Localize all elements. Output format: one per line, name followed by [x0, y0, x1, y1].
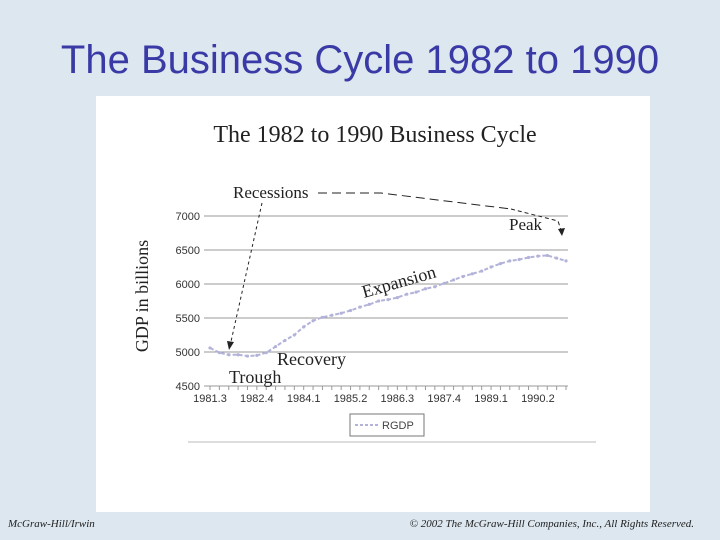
data-point	[555, 256, 559, 260]
axes: 4500 5000 5500 6000 6500 7000 1981.3 1982.4 1984…	[176, 211, 596, 443]
chart-panel: The 1982 to 1990 Business Cycle GDP in b…	[96, 96, 650, 512]
data-point	[273, 344, 278, 349]
data-point	[405, 292, 409, 296]
data-point	[311, 319, 315, 323]
data-point	[208, 346, 212, 350]
y-tick-label: 6500	[176, 245, 200, 257]
data-point	[498, 262, 503, 266]
data-point	[414, 290, 418, 294]
data-point	[367, 302, 371, 306]
legend-label-rgdp: RGDP	[382, 420, 414, 432]
data-point	[330, 313, 334, 317]
series-line-rgdp	[209, 254, 567, 358]
data-point	[386, 298, 390, 302]
annotation-recovery: Recovery	[277, 349, 346, 369]
chart-title: The 1982 to 1990 Business Cycle	[213, 122, 536, 148]
y-tick-label: 4500	[176, 381, 200, 393]
x-tick-label: 1987.4	[427, 393, 461, 405]
y-axis-label: GDP in billions	[132, 240, 152, 352]
data-point	[526, 255, 531, 260]
data-point	[451, 278, 456, 282]
data-point	[320, 315, 325, 319]
x-tick-label: 1989.1	[474, 393, 508, 405]
x-tick-label: 1984.1	[287, 393, 321, 405]
grid-lines	[204, 215, 568, 353]
data-point	[536, 254, 540, 258]
data-point	[236, 353, 240, 357]
data-point	[227, 353, 231, 357]
y-tick-label: 7000	[176, 211, 200, 223]
recessions-dashed-line	[318, 192, 512, 210]
data-point	[395, 296, 399, 300]
x-tick-label: 1982.4	[240, 393, 274, 405]
data-point	[489, 265, 493, 269]
data-point	[423, 287, 428, 291]
y-tick-label: 5500	[176, 313, 200, 325]
peak-arrowhead	[558, 228, 565, 236]
data-point	[442, 281, 446, 285]
data-point	[245, 354, 250, 358]
business-cycle-chart: The 1982 to 1990 Business Cycle GDP in b…	[132, 122, 596, 443]
data-point	[264, 351, 268, 355]
data-point	[461, 274, 465, 279]
data-point	[433, 285, 437, 289]
trough-dashed-arrow	[229, 202, 263, 347]
annotation-trough: Trough	[229, 367, 281, 387]
annotation-recessions: Recessions	[233, 183, 309, 202]
data-point	[217, 351, 221, 355]
legend-box	[349, 413, 425, 437]
data-point	[292, 333, 296, 337]
data-point	[517, 257, 521, 262]
annotation-expansion: Expansion	[360, 262, 439, 302]
data-point	[564, 259, 568, 263]
data-point	[480, 269, 484, 273]
legend: RGDP	[349, 413, 425, 437]
y-tick-label: 5000	[176, 347, 200, 359]
data-point	[339, 311, 343, 315]
trough-arrowhead	[227, 341, 234, 350]
annotations: Recessions Peak Expansion Recovery Troug…	[227, 183, 565, 387]
data-point	[545, 253, 549, 258]
y-tick-label: 6000	[176, 279, 200, 291]
data-point	[377, 299, 381, 303]
x-tick-label: 1986.3	[381, 393, 415, 405]
annotation-peak: Peak	[509, 215, 543, 234]
series-layer	[208, 253, 568, 358]
data-point	[302, 325, 306, 329]
x-tick-label: 1981.3	[193, 393, 227, 405]
slide-title: The Business Cycle 1982 to 1990	[60, 38, 660, 82]
data-point	[508, 259, 512, 263]
data-point	[255, 353, 259, 357]
footer-publisher: McGraw-Hill/Irwin	[8, 518, 95, 530]
data-point	[283, 338, 287, 343]
data-point	[470, 272, 474, 276]
x-tick-label: 1985.2	[334, 393, 368, 405]
footer-copyright: © 2002 The McGraw-Hill Companies, Inc., …	[409, 518, 694, 530]
x-tick-label: 1990.2	[521, 393, 555, 405]
data-point	[358, 305, 362, 309]
data-point	[348, 308, 353, 313]
